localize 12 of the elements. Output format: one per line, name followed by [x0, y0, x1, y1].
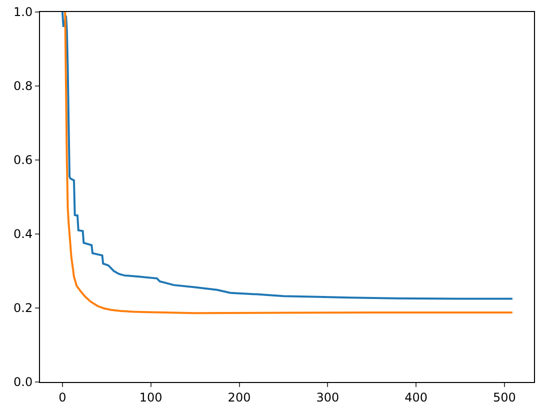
- y-tick-label: 0.4: [14, 227, 33, 242]
- x-tick-label: 100: [139, 390, 162, 404]
- x-tick-label: 500: [493, 390, 516, 404]
- x-tick-label: 400: [404, 390, 428, 404]
- x-tick-label: 0: [58, 390, 66, 404]
- y-tick-label: 0.0: [14, 375, 33, 390]
- x-tick-label: 200: [228, 390, 251, 404]
- y-tick-label: 1.0: [14, 5, 33, 20]
- y-tick-label: 0.2: [14, 301, 33, 316]
- y-tick-label: 0.6: [14, 153, 33, 168]
- y-tick-label: 0.8: [14, 79, 33, 94]
- x-tick-label: 300: [316, 390, 340, 404]
